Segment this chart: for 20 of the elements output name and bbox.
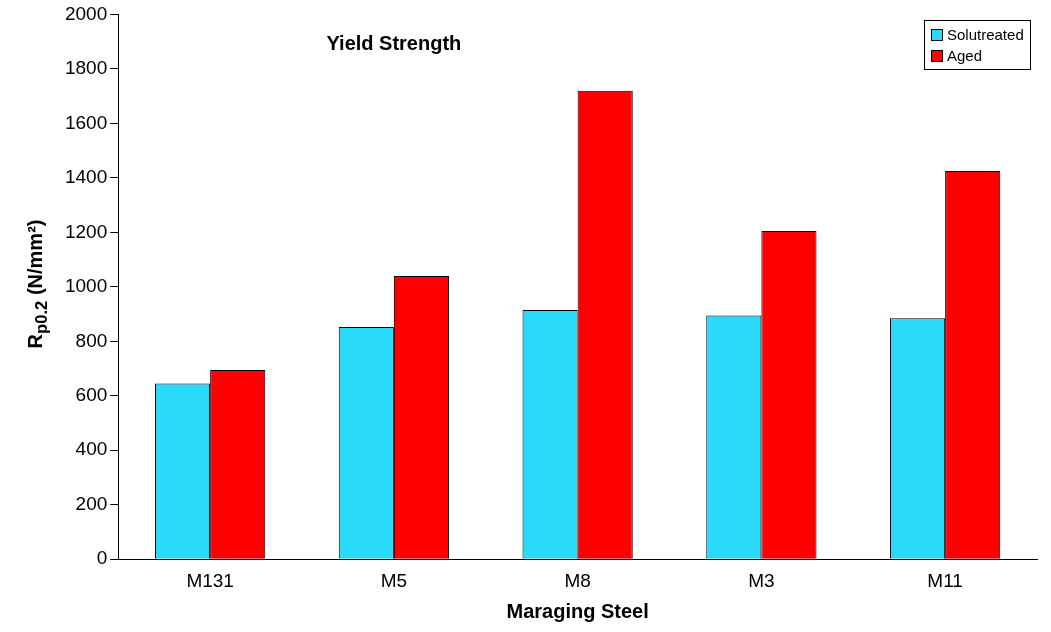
x-tick-label: M5 xyxy=(380,569,408,591)
x-tick-label: M131 xyxy=(186,569,234,591)
y-tick-label: 1800 xyxy=(64,57,108,79)
x-tick-label: M8 xyxy=(564,569,591,591)
x-tick-label: M11 xyxy=(927,569,963,591)
y-tick-label: 1200 xyxy=(64,220,108,242)
y-tick-label: 800 xyxy=(75,329,108,351)
y-tick-label: 1000 xyxy=(64,275,108,297)
x-axis-title: Maraging Steel xyxy=(506,599,649,622)
x-tick-label: M3 xyxy=(748,569,775,591)
y-tick-label: 400 xyxy=(75,438,108,460)
y-tick-label: 1400 xyxy=(64,166,108,188)
y-tick-label: 1600 xyxy=(64,111,108,133)
legend-label: Aged xyxy=(947,46,983,67)
y-tick-label: 200 xyxy=(75,492,108,514)
y-tick-label: 0 xyxy=(96,547,108,569)
legend-label: Solutreated xyxy=(947,25,1024,46)
y-tick-label: 600 xyxy=(75,383,108,405)
text: Yield Strength xyxy=(326,31,462,54)
y-tick-label: 2000 xyxy=(64,2,108,24)
